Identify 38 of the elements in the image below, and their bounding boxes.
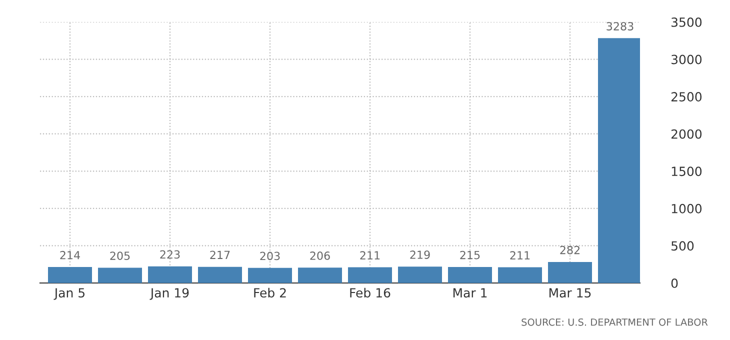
data-label: 3283 xyxy=(606,22,634,30)
data-label: 217 xyxy=(210,250,230,259)
bar xyxy=(398,266,442,283)
y-tick-label: 2500 xyxy=(671,92,702,102)
bar xyxy=(148,266,192,283)
y-tick-label: 1000 xyxy=(672,204,702,214)
data-label: 214 xyxy=(60,250,80,260)
y-tick-label: 2000 xyxy=(671,129,702,139)
bar xyxy=(298,268,342,283)
bar xyxy=(198,266,242,283)
y-tick-label: 0 xyxy=(671,278,678,288)
bar xyxy=(548,262,592,283)
y-tick-label: 500 xyxy=(672,241,694,251)
y-tick-label: 1500 xyxy=(672,166,702,176)
x-tick-label: Jan 5 xyxy=(54,288,85,300)
bar xyxy=(48,267,92,283)
y-tick-label: 3000 xyxy=(672,54,702,64)
x-tick-label: Jan 19 xyxy=(150,288,189,300)
bar xyxy=(348,267,392,283)
bar xyxy=(498,267,542,283)
x-tick-label: Feb 2 xyxy=(254,288,286,298)
data-label: 206 xyxy=(310,252,330,260)
data-label: 223 xyxy=(160,250,180,259)
x-tick-label: Mar 15 xyxy=(549,288,591,298)
data-label: 219 xyxy=(410,250,430,259)
x-tick-label: Feb 16 xyxy=(350,288,390,298)
bar xyxy=(448,266,492,283)
bar xyxy=(248,268,292,283)
data-label: 203 xyxy=(260,252,280,260)
y-tick-label: 3500 xyxy=(672,17,702,27)
data-label: 215 xyxy=(460,250,480,260)
source-note: SOURCE: U.S. DEPARTMENT OF LABOR xyxy=(522,318,708,326)
data-label: 205 xyxy=(110,252,130,260)
data-label: 211 xyxy=(510,251,530,260)
x-tick-label: Mar 1 xyxy=(453,288,487,298)
data-label: 282 xyxy=(560,246,580,254)
data-label: 211 xyxy=(360,251,380,260)
bar xyxy=(98,268,142,283)
